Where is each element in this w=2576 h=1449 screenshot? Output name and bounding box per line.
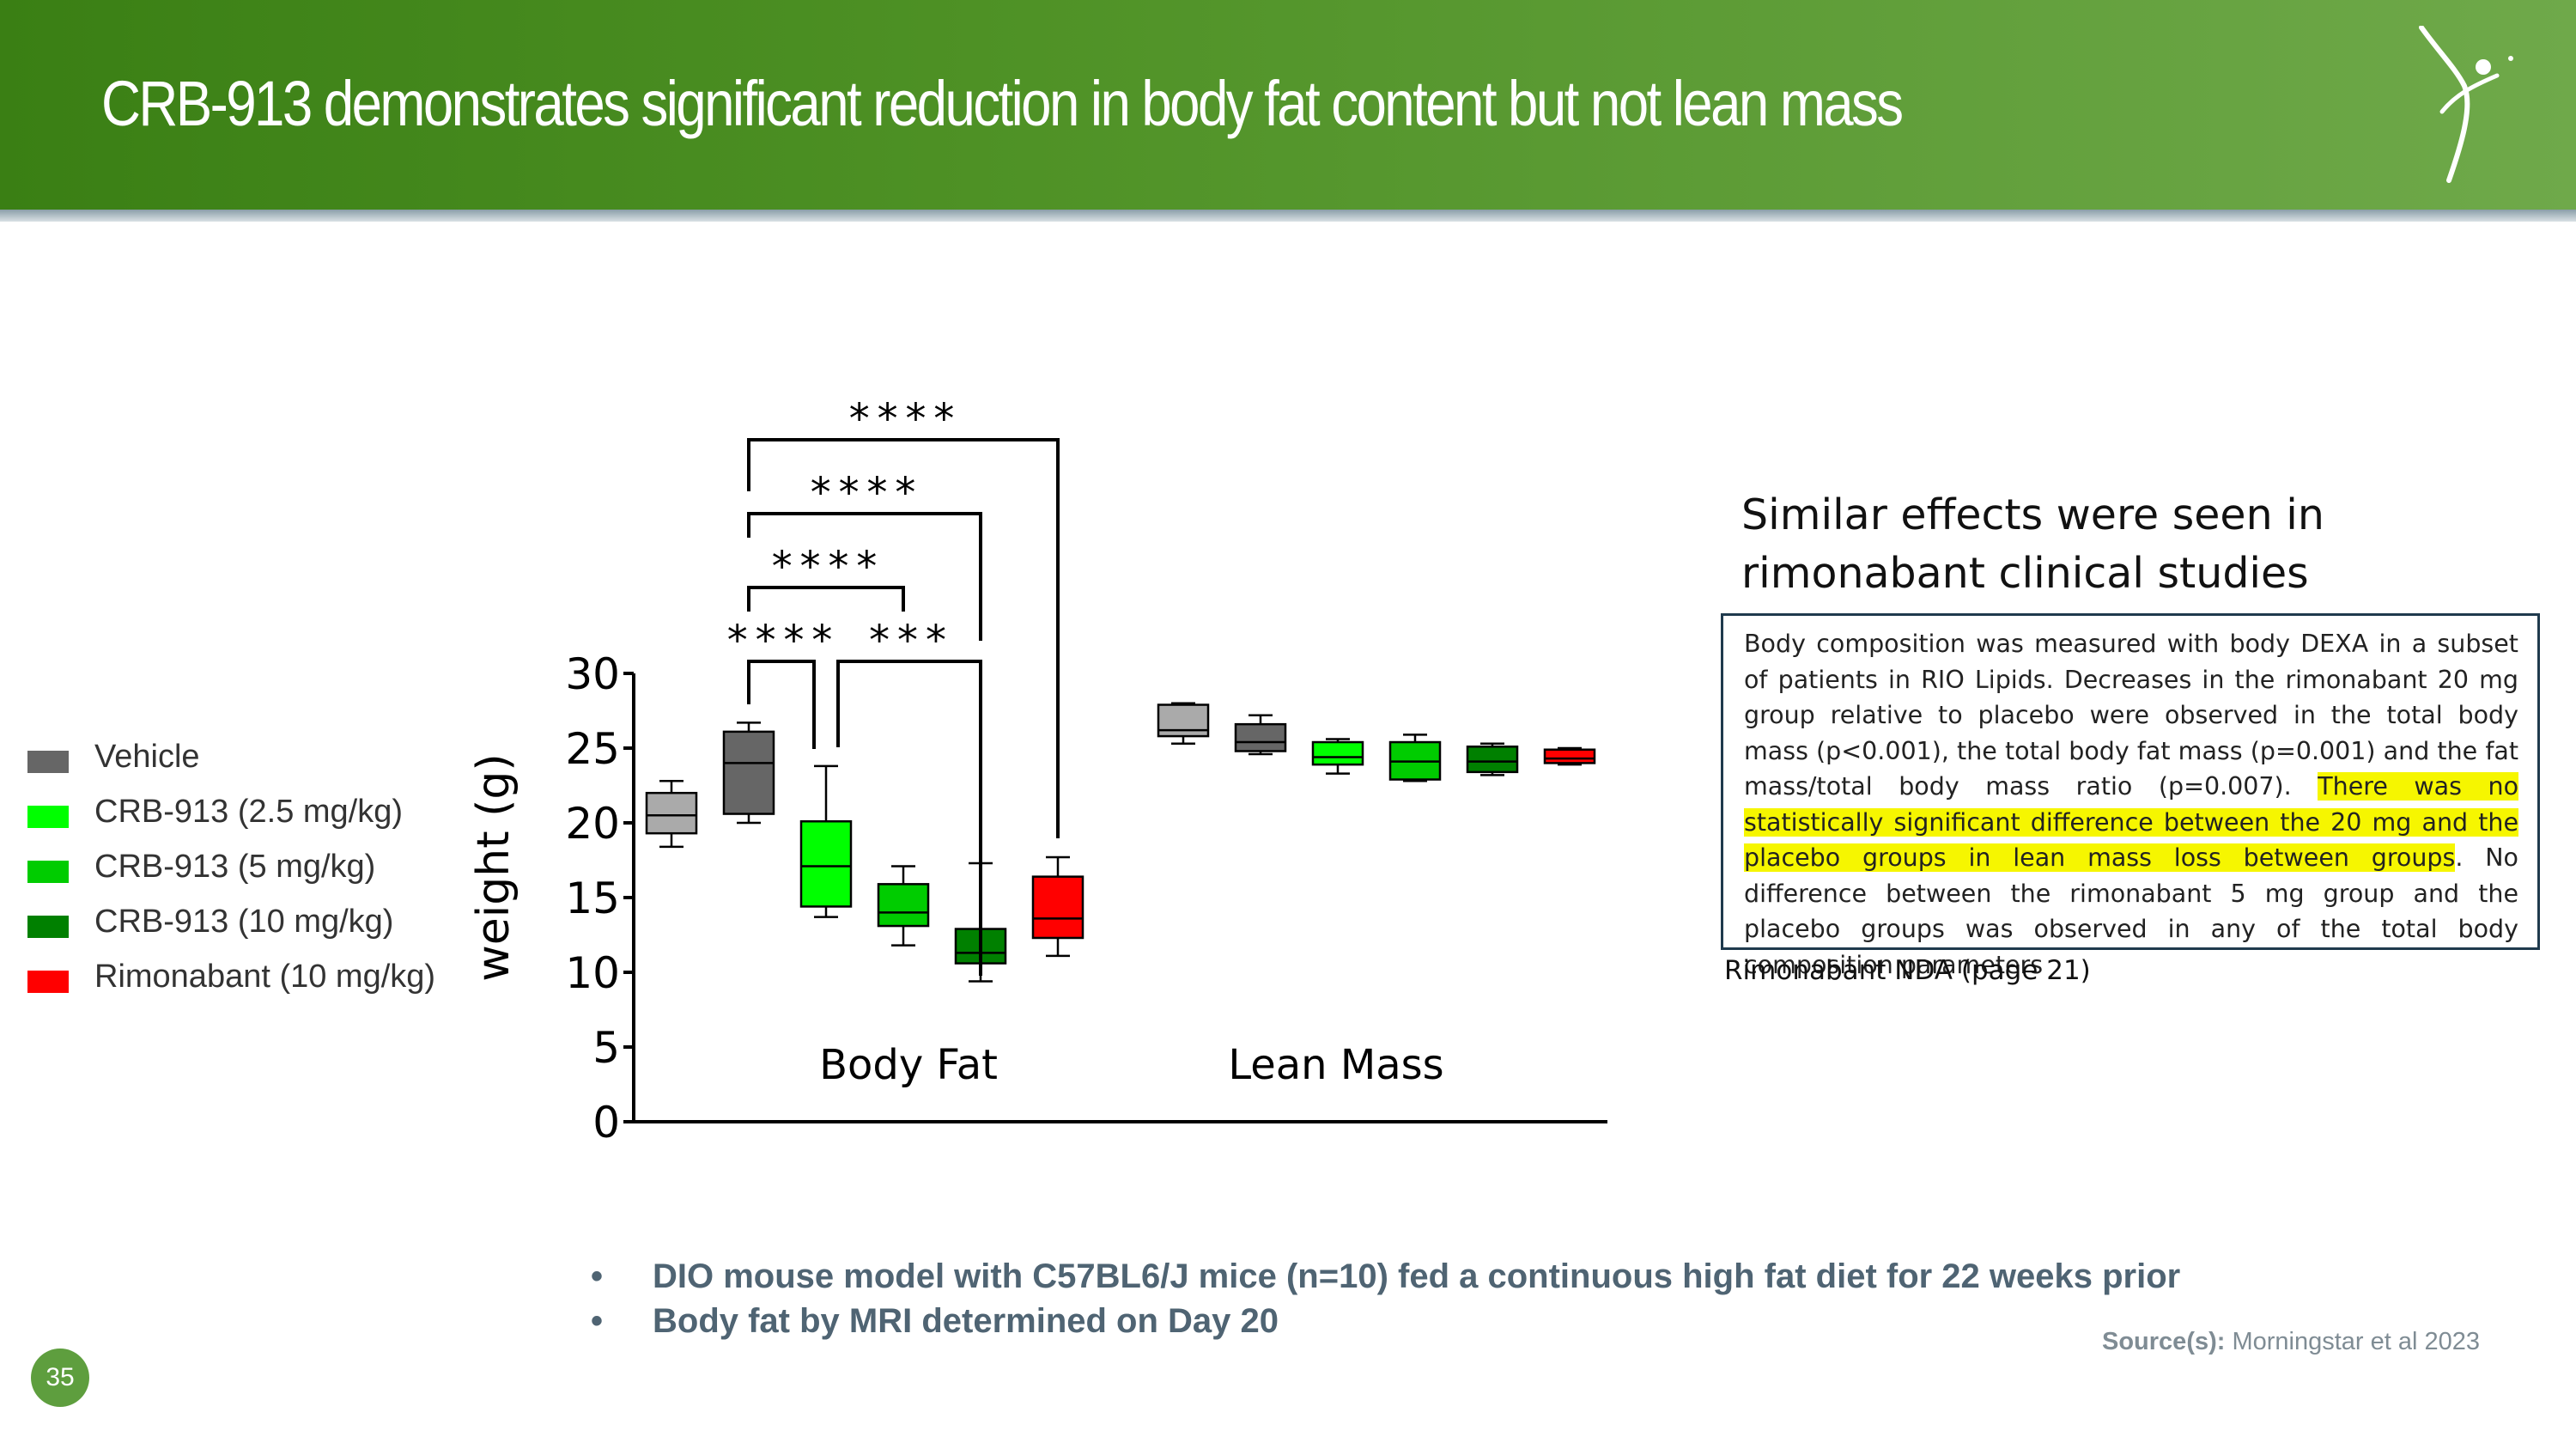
- box-vehicle: [1157, 703, 1210, 738]
- significance-bracket: [747, 660, 816, 749]
- significance-label: ****: [847, 395, 960, 443]
- y-tick-label: 0: [592, 1098, 620, 1148]
- legend-swatch: [27, 916, 69, 938]
- legend-label: CRB-913 (5 mg/kg): [94, 849, 376, 885]
- bullet-text: DIO mouse model with C57BL6/J mice (n=10…: [653, 1257, 2181, 1295]
- source-text: Morningstar et al 2023: [2225, 1328, 2481, 1355]
- box-crb-913-10-mg-kg-: [1466, 746, 1519, 774]
- side-panel-title: Similar effects were seen in rimonabant …: [1741, 490, 2324, 598]
- box-vehicle: [645, 791, 698, 835]
- page-number: 35: [31, 1349, 89, 1407]
- source-citation: Source(s): Morningstar et al 2023: [2102, 1328, 2480, 1356]
- legend-label: CRB-913 (2.5 mg/kg): [94, 794, 404, 830]
- figure-logo-icon: [2419, 26, 2513, 183]
- bullet-dot: •: [591, 1257, 604, 1295]
- bullet-dot: •: [591, 1302, 604, 1340]
- category-label: Lean Mass: [1228, 1041, 1443, 1089]
- significance-label: ****: [769, 543, 883, 591]
- significance-bracket: [836, 660, 982, 976]
- quote-text-part2: . No difference between the rimonabant 5…: [1744, 843, 2518, 979]
- legend-label: Vehicle: [94, 739, 200, 775]
- legend-label: CRB-913 (10 mg/kg): [94, 904, 394, 940]
- box-rimonabant-10-mg-kg-: [1031, 875, 1084, 940]
- legend-swatch: [27, 751, 69, 773]
- y-tick-label: 25: [565, 724, 620, 774]
- title-bar: [0, 0, 2576, 210]
- significance-label: ***: [867, 617, 952, 665]
- bullet-text: Body fat by MRI determined on Day 20: [653, 1302, 1279, 1340]
- significance-bracket: [747, 586, 905, 612]
- y-tick-label: 30: [565, 649, 620, 699]
- significance-bracket: [747, 438, 1060, 838]
- box-crb-913-5-mg-kg-: [877, 883, 930, 928]
- box-vehicle-dark-: [722, 730, 775, 815]
- significance-bracket: [747, 512, 982, 641]
- quote-source: Rimonabant NDA (page 21): [1724, 955, 2091, 986]
- source-label: Source(s):: [2102, 1328, 2226, 1355]
- y-tick-label: 5: [592, 1023, 620, 1073]
- legend-swatch: [27, 861, 69, 883]
- significance-label: ****: [808, 469, 921, 517]
- y-tick-label: 10: [565, 948, 620, 998]
- quote-box: Body composition was measured with body …: [1721, 613, 2540, 979]
- box-vehicle-dark-: [1234, 722, 1287, 752]
- legend-swatch: [27, 806, 69, 828]
- category-label: Body Fat: [819, 1041, 998, 1089]
- legend-label: Rimonabant (10 mg/kg): [94, 959, 436, 995]
- y-tick-label: 15: [565, 874, 620, 923]
- quote-text-part1: Body composition was measured with body …: [1744, 630, 2518, 801]
- legend-swatch: [27, 971, 69, 993]
- box-rimonabant-10-mg-kg-: [1543, 748, 1596, 764]
- significance-label: ****: [725, 617, 838, 665]
- y-tick-label: 20: [565, 799, 620, 849]
- box-crb-913-2-5-mg-kg-: [1311, 740, 1364, 766]
- box-crb-913-2-5-mg-kg-: [799, 820, 853, 908]
- y-axis-label: weight (g): [468, 753, 519, 981]
- title-bar-shadow: [0, 210, 2576, 222]
- slide-title: CRB-913 demonstrates significant reducti…: [101, 68, 1904, 139]
